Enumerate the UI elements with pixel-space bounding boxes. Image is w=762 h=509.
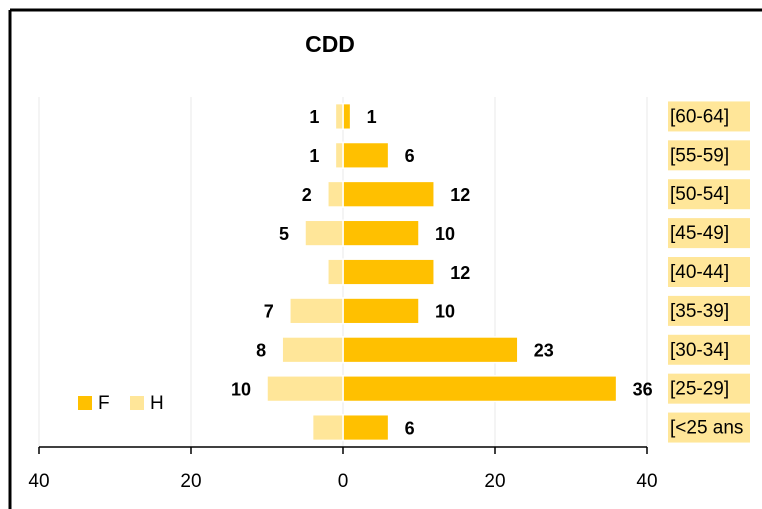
value-label: 7 <box>264 302 274 322</box>
legend-label: F <box>98 393 110 414</box>
legend-swatch <box>78 396 92 410</box>
bar-f <box>342 375 618 403</box>
bar-f <box>342 336 519 364</box>
category-label: [55-59] <box>670 145 729 166</box>
value-label: 8 <box>256 341 266 361</box>
category-label: [40-44] <box>670 262 729 283</box>
value-label: 36 <box>633 379 653 399</box>
category-box <box>668 295 750 326</box>
bar-h <box>304 219 344 247</box>
category-label: [50-54] <box>670 184 729 205</box>
value-label: 1 <box>309 146 319 166</box>
value-label: 10 <box>435 302 455 322</box>
category-label: [60-64] <box>670 106 729 127</box>
value-label: 6 <box>405 418 415 438</box>
bar-h <box>266 375 344 403</box>
bar-f <box>342 258 435 286</box>
value-label: 1 <box>309 107 319 127</box>
category-box <box>668 101 750 132</box>
category-box <box>668 140 750 171</box>
bar-h <box>289 297 344 325</box>
category-label: [25-29] <box>670 379 729 400</box>
category-box <box>668 257 750 287</box>
bar-h <box>327 258 344 286</box>
bar-f <box>342 219 420 247</box>
bar-f <box>342 141 390 169</box>
bar-h <box>311 413 344 442</box>
category-label: [45-49] <box>670 223 729 244</box>
value-label: 10 <box>231 379 251 399</box>
value-label: 23 <box>534 341 554 361</box>
bar-h <box>334 141 344 169</box>
category-box <box>668 218 750 249</box>
category-label: [35-39] <box>670 301 729 322</box>
category-label: [30-34] <box>670 340 729 361</box>
x-tick-label: 40 <box>28 471 49 492</box>
x-tick-label: 20 <box>484 471 505 492</box>
value-label: 5 <box>279 224 289 244</box>
category-box <box>668 334 750 365</box>
value-label: 10 <box>435 224 455 244</box>
bar-f <box>342 180 435 208</box>
value-label: 6 <box>405 146 415 166</box>
category-label: [<25 ans <box>670 418 743 439</box>
chart-title: CDD <box>305 31 355 57</box>
bar-h <box>334 102 344 131</box>
x-tick-label: 40 <box>636 471 657 492</box>
legend-swatch <box>130 396 144 410</box>
x-tick-label: 0 <box>338 471 349 492</box>
x-tick-label: 20 <box>180 471 201 492</box>
value-label: 1 <box>367 107 377 127</box>
bar-h <box>327 180 344 208</box>
bar-h <box>281 336 344 364</box>
value-label: 2 <box>302 185 312 205</box>
bar-f <box>342 297 420 325</box>
category-box <box>668 412 750 443</box>
category-box <box>668 179 750 210</box>
bar-f <box>342 102 352 131</box>
bar-f <box>342 413 390 442</box>
category-box <box>668 373 750 404</box>
legend-label: H <box>150 393 164 414</box>
value-label: 12 <box>450 185 470 205</box>
value-label: 12 <box>450 263 470 283</box>
